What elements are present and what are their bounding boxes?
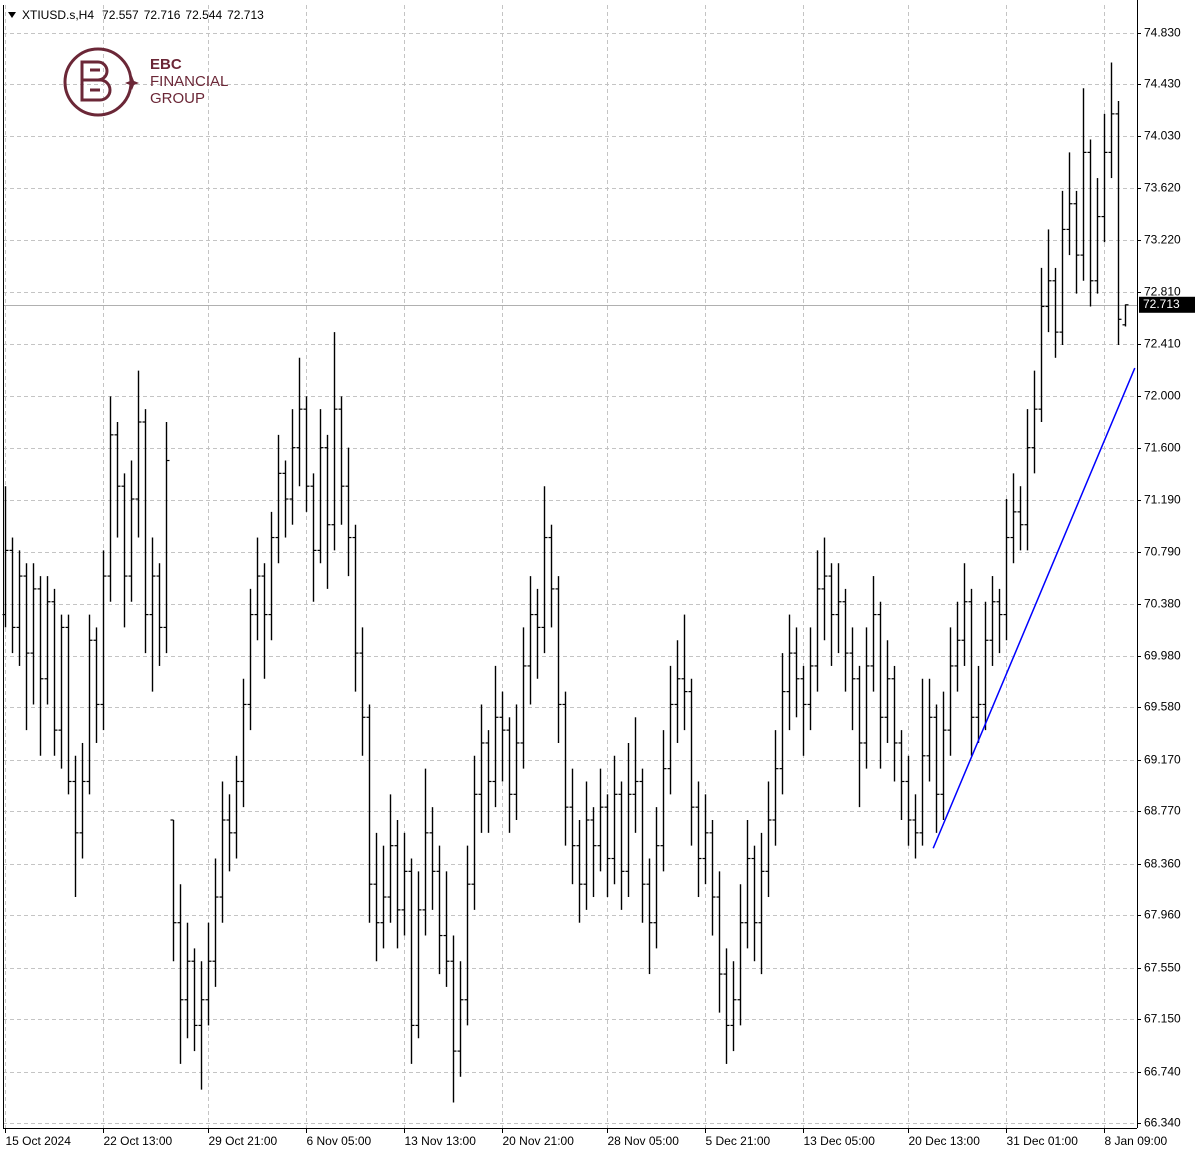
y-tick-label: 74.430 bbox=[1144, 77, 1181, 91]
logo: EBC FINANCIAL GROUP bbox=[63, 47, 228, 117]
y-tick-label: 68.360 bbox=[1144, 857, 1181, 871]
logo-text: EBC bbox=[150, 56, 182, 73]
y-tick-label: 67.550 bbox=[1144, 961, 1181, 975]
y-tick-label: 74.830 bbox=[1144, 26, 1181, 40]
logo-text: FINANCIAL bbox=[150, 73, 228, 90]
y-tick-label: 69.170 bbox=[1144, 753, 1181, 767]
y-tick-label: 68.770 bbox=[1144, 804, 1181, 818]
y-tick-label: 66.340 bbox=[1144, 1116, 1181, 1130]
y-tick-label: 73.220 bbox=[1144, 233, 1181, 247]
symbol: XTIUSD.s,H4 bbox=[22, 8, 94, 22]
y-tick-label: 67.960 bbox=[1144, 908, 1181, 922]
x-tick-label: 13 Nov 13:00 bbox=[405, 1134, 477, 1148]
logo-star bbox=[125, 76, 139, 90]
x-tick-label: 28 Nov 05:00 bbox=[608, 1134, 680, 1148]
y-tick-label: 72.000 bbox=[1144, 389, 1181, 403]
y-tick-label: 73.620 bbox=[1144, 181, 1181, 195]
y-tick-label: 74.030 bbox=[1144, 129, 1181, 143]
x-tick-label: 5 Dec 21:00 bbox=[706, 1134, 771, 1148]
header-high: 72.716 bbox=[144, 8, 181, 22]
x-tick-label: 13 Dec 05:00 bbox=[804, 1134, 876, 1148]
x-tick-label: 6 Nov 05:00 bbox=[307, 1134, 372, 1148]
y-tick-label: 67.150 bbox=[1144, 1012, 1181, 1026]
trend-line bbox=[932, 367, 1136, 849]
header-low: 72.544 bbox=[185, 8, 222, 22]
menu-arrow[interactable] bbox=[8, 12, 16, 18]
y-tick-label: 70.380 bbox=[1144, 597, 1181, 611]
plot bbox=[2, 62, 1136, 1103]
chart-header: XTIUSD.s,H4 72.557 72.716 72.544 72.713 bbox=[22, 8, 264, 22]
x-tick-label: 20 Nov 21:00 bbox=[503, 1134, 575, 1148]
y-tick-label: 71.190 bbox=[1144, 493, 1181, 507]
x-tick-label: 22 Oct 13:00 bbox=[104, 1134, 173, 1148]
last-price-box bbox=[1139, 296, 1195, 313]
axes: 74.830 74.430 74.030 73.620 73.220 72.810 72.4… bbox=[5, 26, 1195, 1148]
y-tick-label: 70.790 bbox=[1144, 545, 1181, 559]
x-tick-label: 8 Jan 09:00 bbox=[1105, 1134, 1168, 1148]
y-tick-label: 72.810 bbox=[1144, 285, 1181, 299]
header-open: 72.557 bbox=[102, 8, 139, 22]
logo-text: GROUP bbox=[150, 90, 205, 107]
y-tick-label: 66.740 bbox=[1144, 1065, 1181, 1079]
y-tick-label: 71.600 bbox=[1144, 441, 1181, 455]
y-tick-label: 72.410 bbox=[1144, 337, 1181, 351]
header-close: 72.713 bbox=[227, 8, 264, 22]
x-tick-label: 20 Dec 13:00 bbox=[909, 1134, 981, 1148]
y-tick-label: 69.980 bbox=[1144, 649, 1181, 663]
y-tick-label: 69.580 bbox=[1144, 700, 1181, 714]
x-tick-label: 31 Dec 01:00 bbox=[1007, 1134, 1079, 1148]
x-tick-label: 29 Oct 21:00 bbox=[209, 1134, 278, 1148]
grid bbox=[3, 5, 1137, 1128]
logo-mark bbox=[80, 60, 112, 102]
x-tick-label: 15 Oct 2024 bbox=[6, 1134, 72, 1148]
last-price-label: 72.713 bbox=[1143, 297, 1180, 311]
